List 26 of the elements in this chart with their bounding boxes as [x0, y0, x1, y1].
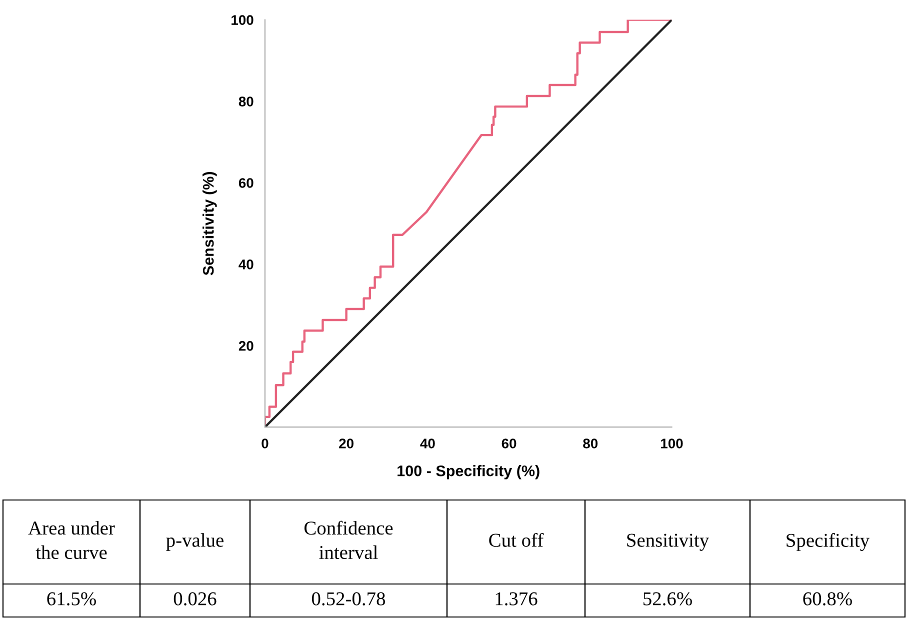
y-axis-title: Sensitivity (%)	[202, 172, 217, 276]
y-tick-label: 100	[232, 15, 254, 25]
text: 60.8%	[803, 592, 852, 606]
y-tick-label: 80	[238, 96, 254, 106]
x-tick-label: 60	[502, 438, 516, 448]
y-tick-label: 20	[238, 340, 254, 351]
x-tick-label: 80	[583, 438, 598, 448]
text: 1.376	[496, 592, 538, 606]
x-tick-label: 20	[339, 438, 354, 448]
text: Confidence interval	[304, 520, 393, 560]
text: Cut off	[489, 532, 544, 547]
text: 52.6%	[644, 592, 692, 606]
y-tick-label: 40	[238, 260, 254, 270]
x-tick-label: 40	[420, 438, 435, 448]
text: Sensitivity	[627, 534, 710, 551]
line-series	[264, 20, 672, 428]
text: 0.026	[174, 592, 216, 606]
text: 61.5%	[47, 592, 96, 606]
x-tick-label: 100	[661, 438, 683, 448]
x-axis-title: 100 - Specificity (%)	[398, 465, 540, 480]
text: Area under the curve	[28, 520, 115, 560]
text: Specificity	[786, 533, 870, 551]
text: p-value	[166, 533, 224, 551]
text: 0.52-0.78	[312, 592, 386, 606]
x-tick-label: 0	[262, 438, 268, 448]
y-tick-label: 60	[238, 178, 254, 188]
